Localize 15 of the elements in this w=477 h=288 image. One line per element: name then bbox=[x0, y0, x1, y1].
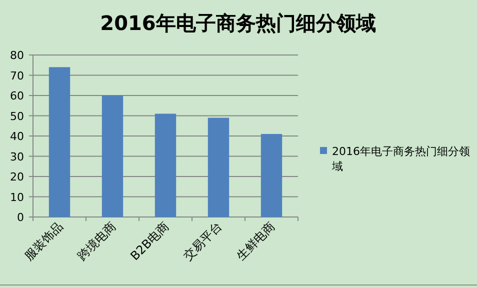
x-tick-label: 生鲜电商 bbox=[234, 219, 278, 264]
y-tick-label: 50 bbox=[10, 110, 24, 123]
y-tick-label: 70 bbox=[10, 69, 24, 82]
y-tick-label: 60 bbox=[10, 90, 24, 102]
x-tick-label: 跨境电商 bbox=[74, 219, 119, 264]
y-tick-label: 10 bbox=[10, 190, 24, 204]
legend-label: 2016年电子商务热门细分领域 bbox=[331, 145, 470, 173]
chart-title: 2016年电子商务热门细分领域 bbox=[100, 11, 376, 35]
y-tick-label: 0 bbox=[17, 211, 24, 224]
y-tick-label: 20 bbox=[10, 170, 24, 184]
y-tick-label: 40 bbox=[10, 130, 24, 143]
y-tick-label: 80 bbox=[10, 49, 24, 62]
x-tick-label: 服装饰品 bbox=[22, 219, 66, 264]
x-tick-label: 交易平台 bbox=[180, 219, 225, 264]
y-tick-label: 30 bbox=[10, 150, 24, 164]
